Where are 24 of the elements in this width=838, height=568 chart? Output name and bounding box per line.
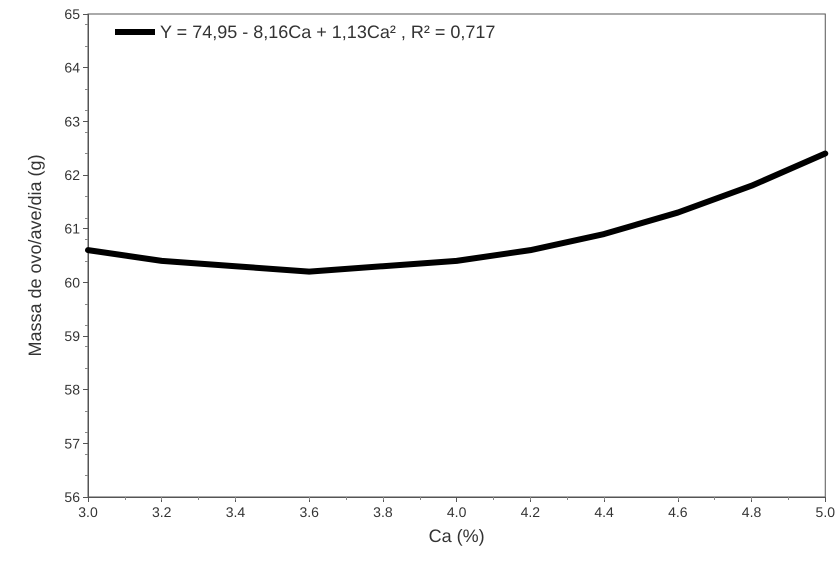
y-tick-label: 59 [64, 328, 80, 344]
y-tick-label: 64 [64, 60, 80, 76]
legend-label: Y = 74,95 - 8,16Ca + 1,13Ca² , R² = 0,717 [160, 22, 496, 42]
x-tick-label: 3.8 [373, 504, 393, 520]
y-tick-label: 60 [64, 274, 80, 290]
x-tick-label: 3.4 [226, 504, 246, 520]
x-axis-title: Ca (%) [428, 526, 485, 546]
x-tick-label: 3.6 [299, 504, 320, 520]
x-tick-label: 5.0 [816, 504, 836, 520]
x-tick-label: 3.2 [152, 504, 172, 520]
x-tick-label: 4.4 [594, 504, 614, 520]
x-tick-label: 3.0 [78, 504, 98, 520]
y-tick-label: 57 [64, 435, 80, 452]
x-tick-label: 4.2 [520, 504, 540, 520]
y-tick-label: 56 [64, 489, 80, 505]
x-tick-label: 4.0 [446, 504, 467, 520]
y-tick-label: 61 [64, 220, 80, 237]
y-axis-title: Massa de ovo/ave/dia (g) [25, 154, 45, 357]
y-tick-label: 65 [64, 6, 80, 22]
y-tick-label: 63 [64, 113, 80, 130]
y-tick-label: 58 [64, 382, 80, 398]
x-tick-label: 4.8 [742, 504, 762, 520]
y-tick-label: 62 [64, 167, 80, 183]
x-tick-label: 4.6 [668, 504, 688, 520]
